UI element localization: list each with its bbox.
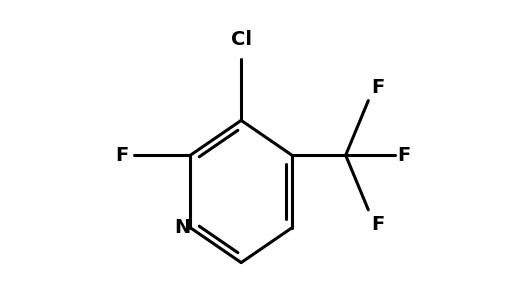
Text: F: F	[371, 215, 384, 234]
Text: N: N	[174, 218, 190, 237]
Text: Cl: Cl	[231, 30, 252, 49]
Text: F: F	[397, 146, 411, 165]
Text: F: F	[116, 146, 129, 165]
Text: F: F	[371, 78, 384, 96]
